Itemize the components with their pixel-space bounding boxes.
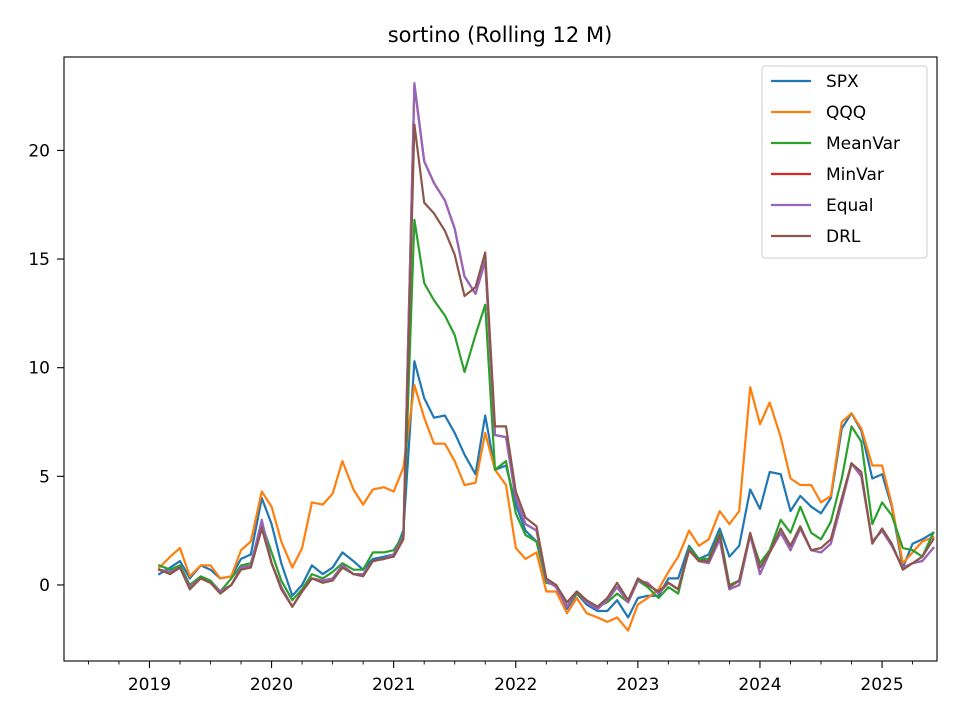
legend-label-qqq: QQQ [826, 103, 866, 123]
y-tick-label: 15 [28, 250, 50, 270]
x-tick-label: 2022 [494, 675, 537, 695]
x-tick-label: 2021 [372, 675, 415, 695]
y-tick-label: 0 [39, 576, 50, 596]
legend-label-spx: SPX [826, 72, 859, 92]
x-tick-label: 2024 [738, 675, 781, 695]
y-tick-label: 10 [28, 359, 50, 379]
plot-area: 2019 2020 2021 2022 2023 2024 2025 0 5 10 15 20 SPX Q… [28, 56, 938, 695]
x-tick-label: 2025 [860, 675, 903, 695]
legend: SPX QQQ MeanVar MinVar Equal DRL [761, 65, 928, 259]
series-line-qqq [157, 384, 935, 632]
x-tick-label: 2020 [250, 675, 293, 695]
axes-frame [63, 56, 938, 662]
y-tick-label: 20 [28, 141, 50, 161]
series-line-meanvar [157, 218, 935, 608]
series-line-drl [157, 123, 935, 608]
legend-label-equal: Equal [826, 196, 873, 216]
legend-label-meanvar: MeanVar [826, 134, 900, 154]
legend-box [761, 65, 928, 259]
x-tick-label: 2023 [616, 675, 659, 695]
y-tick-label: 5 [39, 467, 50, 487]
legend-label-drl: DRL [826, 227, 861, 247]
series-lines [157, 81, 935, 632]
legend-label-minvar: MinVar [826, 165, 884, 185]
x-tick-label: 2019 [128, 675, 171, 695]
chart-title: sortino (Rolling 12 M) [388, 23, 613, 47]
